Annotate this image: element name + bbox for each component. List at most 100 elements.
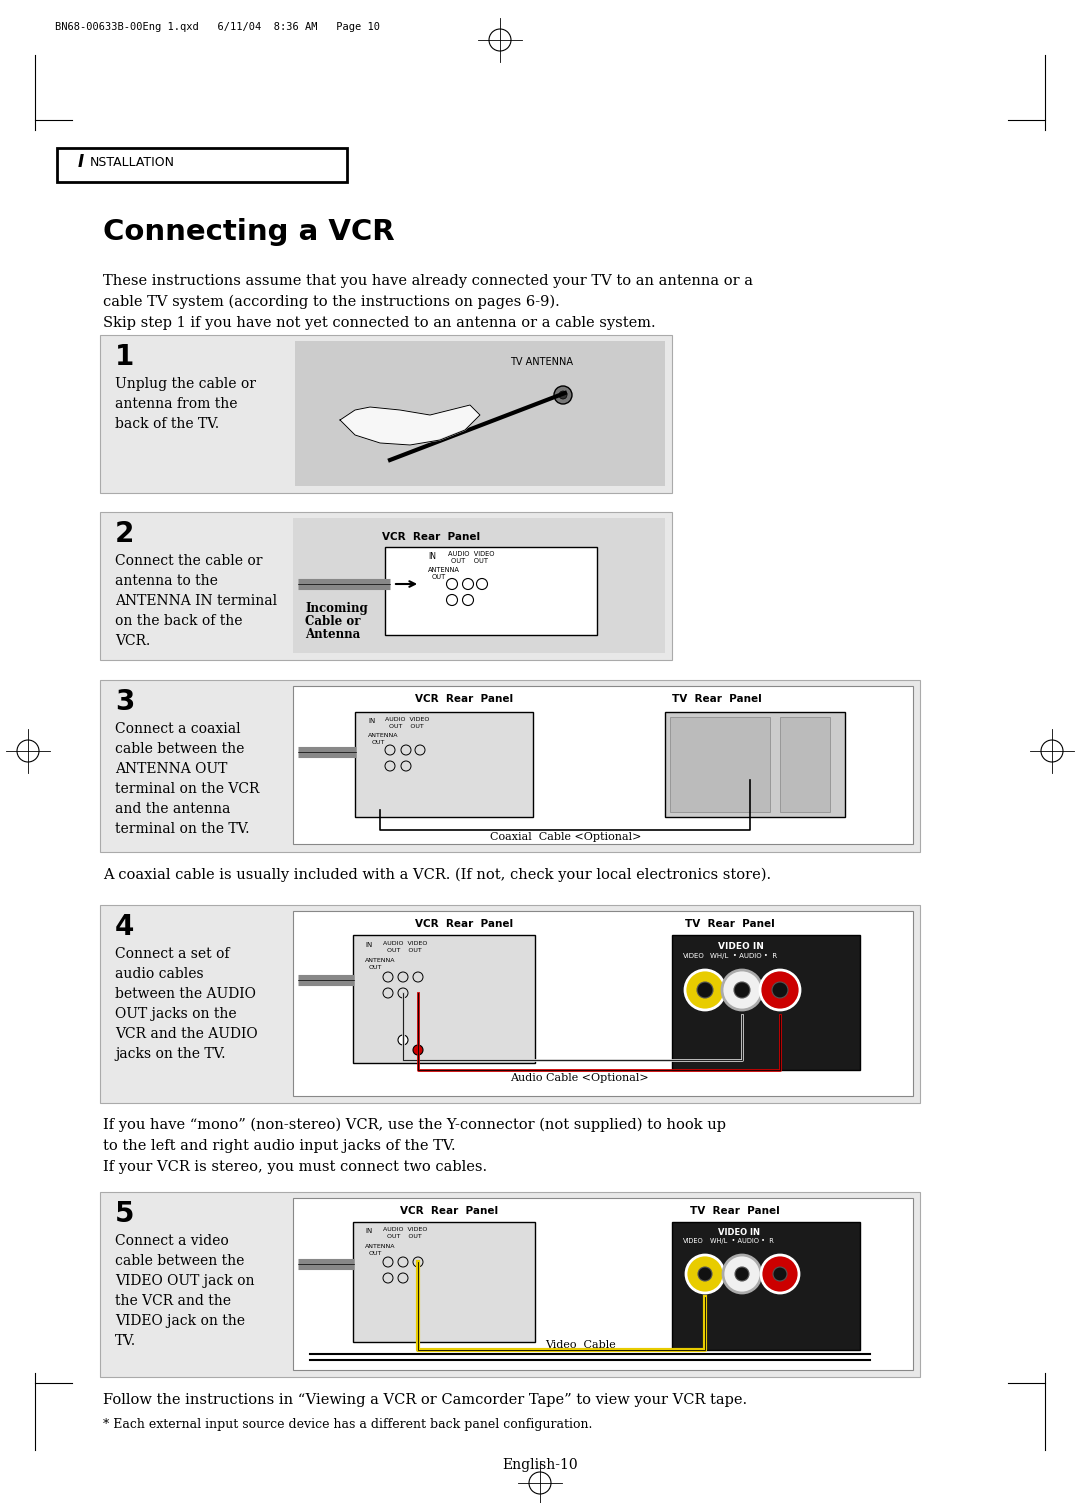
Circle shape [399,1036,408,1045]
Circle shape [761,1255,799,1293]
Text: between the AUDIO: between the AUDIO [114,987,256,1001]
Text: VIDEO IN: VIDEO IN [718,1228,760,1237]
Bar [293,519,665,652]
Text: ANTENNA: ANTENNA [365,957,395,963]
Text: OUT: OUT [372,739,386,745]
Text: VIDEO: VIDEO [683,1238,704,1244]
Text: VCR  Rear  Panel: VCR Rear Panel [400,1205,498,1216]
Text: NSTALLATION: NSTALLATION [90,156,175,168]
Bar [295,341,665,485]
Text: AUDIO  VIDEO: AUDIO VIDEO [383,941,428,945]
Text: AUDIO  VIDEO: AUDIO VIDEO [384,717,430,721]
Text: ANTENNA: ANTENNA [365,1244,395,1249]
Text: If you have “mono” (non-stereo) VCR, use the Y-connector (not supplied) to hook : If you have “mono” (non-stereo) VCR, use… [103,1118,726,1132]
Text: antenna from the: antenna from the [114,397,238,410]
Circle shape [554,386,572,404]
Text: WH/L  • AUDIO •  R: WH/L • AUDIO • R [710,1238,774,1244]
Circle shape [734,981,750,998]
Text: terminal on the VCR: terminal on the VCR [114,782,259,797]
Text: A coaxial cable is usually included with a VCR. (If not, check your local electr: A coaxial cable is usually included with… [103,869,771,882]
Text: jacks on the TV.: jacks on the TV. [114,1048,226,1061]
Text: 3: 3 [114,688,134,715]
Text: TV  Rear  Panel: TV Rear Panel [685,918,774,929]
Text: ANTENNA IN terminal: ANTENNA IN terminal [114,594,278,609]
Text: VIDEO jack on the: VIDEO jack on the [114,1314,245,1329]
Text: Audio Cable <Optional>: Audio Cable <Optional> [510,1073,649,1084]
Circle shape [723,1255,761,1293]
Text: Connect a set of: Connect a set of [114,947,229,960]
Text: * Each external input source device has a different back panel configuration.: * Each external input source device has … [103,1417,592,1431]
Text: Connecting a VCR: Connecting a VCR [103,218,394,246]
Bar [100,905,920,1103]
Text: back of the TV.: back of the TV. [114,416,219,431]
Text: I: I [78,153,84,171]
Text: AUDIO  VIDEO: AUDIO VIDEO [448,552,495,558]
Circle shape [559,391,567,398]
Text: Cable or: Cable or [305,615,361,628]
Bar [293,685,913,845]
Text: IN: IN [428,552,436,561]
Text: Skip step 1 if you have not yet connected to an antenna or a cable system.: Skip step 1 if you have not yet connecte… [103,316,656,331]
Circle shape [760,969,800,1010]
Text: IN: IN [368,718,375,724]
Text: 2: 2 [114,520,134,549]
Circle shape [413,1045,423,1055]
Bar [672,935,860,1070]
Text: VCR and the AUDIO: VCR and the AUDIO [114,1027,258,1042]
Text: These instructions assume that you have already connected your TV to an antenna : These instructions assume that you have … [103,274,753,289]
Text: Unplug the cable or: Unplug the cable or [114,377,256,391]
Bar [293,1198,913,1371]
Text: VIDEO: VIDEO [683,953,705,959]
Bar [100,679,920,852]
Text: Antenna: Antenna [305,628,361,640]
Bar [780,717,831,812]
Bar [100,335,672,493]
Text: VCR.: VCR. [114,634,150,648]
Text: 1: 1 [114,343,134,371]
Text: AUDIO  VIDEO: AUDIO VIDEO [383,1226,428,1232]
Text: Incoming: Incoming [305,603,368,615]
Text: TV.: TV. [114,1335,136,1348]
Bar [384,547,597,634]
Text: OUT: OUT [369,1250,382,1257]
Bar [57,147,347,182]
Text: antenna to the: antenna to the [114,574,218,588]
Text: TV  Rear  Panel: TV Rear Panel [690,1205,780,1216]
Polygon shape [340,404,480,445]
Circle shape [772,981,788,998]
Text: WH/L  • AUDIO •  R: WH/L • AUDIO • R [710,953,778,959]
Bar [293,911,913,1096]
Bar [672,1222,860,1350]
Text: VCR  Rear  Panel: VCR Rear Panel [415,694,513,703]
Bar [670,717,770,812]
Text: ANTENNA OUT: ANTENNA OUT [114,762,228,776]
Text: OUT    OUT: OUT OUT [387,948,422,953]
Bar [353,1222,535,1342]
Text: BN68-00633B-00Eng 1.qxd   6/11/04  8:36 AM   Page 10: BN68-00633B-00Eng 1.qxd 6/11/04 8:36 AM … [55,23,380,32]
Text: VCR  Rear  Panel: VCR Rear Panel [415,918,513,929]
Bar [353,935,535,1063]
Text: on the back of the: on the back of the [114,615,243,628]
Circle shape [723,969,762,1010]
Circle shape [686,1255,724,1293]
Bar [100,513,672,660]
Text: OUT jacks on the: OUT jacks on the [114,1007,237,1021]
Circle shape [697,981,713,998]
Text: Connect a coaxial: Connect a coaxial [114,721,241,736]
Text: VIDEO IN: VIDEO IN [718,942,764,951]
Text: and the antenna: and the antenna [114,803,230,816]
Text: TV  Rear  Panel: TV Rear Panel [672,694,761,703]
Text: the VCR and the: the VCR and the [114,1294,231,1308]
Text: TV ANTENNA: TV ANTENNA [510,358,573,367]
Text: English-10: English-10 [502,1458,578,1471]
Text: Video  Cable: Video Cable [545,1341,616,1350]
Text: cable TV system (according to the instructions on pages 6-9).: cable TV system (according to the instru… [103,295,559,310]
Text: cable between the: cable between the [114,1254,244,1269]
Text: OUT: OUT [369,965,382,969]
Text: OUT    OUT: OUT OUT [387,1234,422,1238]
Text: Connect a video: Connect a video [114,1234,229,1247]
Text: audio cables: audio cables [114,966,204,981]
Circle shape [685,969,725,1010]
Text: to the left and right audio input jacks of the TV.: to the left and right audio input jacks … [103,1139,456,1153]
Text: If your VCR is stereo, you must connect two cables.: If your VCR is stereo, you must connect … [103,1160,487,1174]
